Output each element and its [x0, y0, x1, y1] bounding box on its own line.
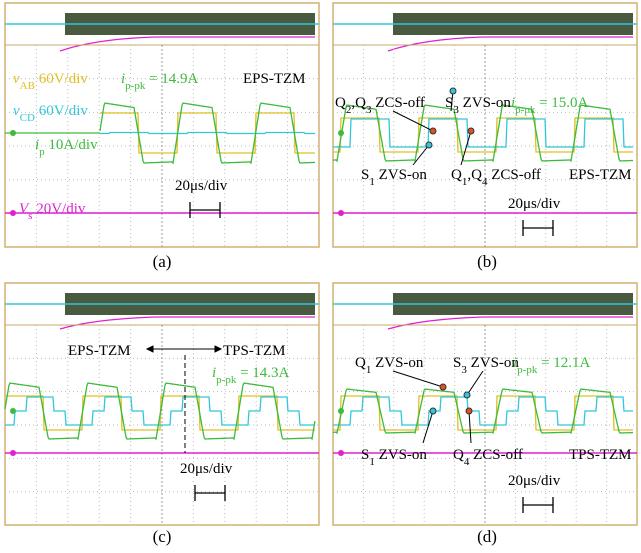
event-marker — [430, 128, 436, 134]
label-part: TPS-TZM — [569, 447, 632, 463]
caption: (b) — [477, 252, 497, 271]
annotation: 20μs/div — [180, 461, 233, 477]
label-part: ZVS-on — [467, 355, 520, 371]
label-part: p-pk — [515, 104, 536, 116]
label-part: 60V/div — [35, 71, 88, 87]
label-part: ,Q — [351, 95, 366, 111]
label-part: 20μs/div — [508, 473, 561, 489]
annotation: 20μs/div — [508, 196, 561, 212]
event-marker — [468, 128, 474, 134]
label-part: ZCS-off — [469, 447, 522, 463]
annotation: EPS-TZM — [243, 71, 306, 87]
marker — [338, 210, 344, 216]
label-part: CD — [20, 112, 35, 124]
event-marker — [426, 142, 432, 148]
label-part: 20μs/div — [175, 178, 228, 194]
marker — [338, 130, 344, 136]
label-part: ZCS-off — [487, 167, 540, 183]
label-part: Q — [355, 355, 366, 371]
label-part: EPS-TZM — [243, 71, 306, 87]
label-part: Q — [335, 95, 346, 111]
annotation: TPS-TZM — [223, 343, 286, 359]
label-part: Q — [451, 167, 462, 183]
label-part: Q — [453, 447, 464, 463]
label-part: = 12.1A — [537, 355, 590, 371]
label-part: ZCS-off — [371, 95, 424, 111]
label-part: = 14.3A — [236, 365, 289, 381]
caption: (c) — [153, 527, 172, 546]
label-part: ZVS-on — [375, 167, 428, 183]
label-part: ,Q — [467, 167, 482, 183]
caption: (a) — [153, 252, 172, 271]
scope-panel: EPS-TZMTPS-TZMip-pk = 14.3A20μs/div — [5, 283, 319, 525]
label-part: p-pk — [125, 80, 146, 92]
label-part: ZVS-on — [375, 447, 428, 463]
marker — [338, 450, 344, 456]
label-part: EPS-TZM — [569, 167, 632, 183]
label-part: EPS-TZM — [68, 343, 131, 359]
annotation: EPS-TZM — [68, 343, 131, 359]
annotation: EPS-TZM — [569, 167, 632, 183]
label-part: p-pk — [517, 364, 538, 376]
label-part: 60V/div — [35, 103, 88, 119]
event-marker — [450, 88, 456, 94]
event-marker — [466, 408, 472, 414]
event-marker — [430, 408, 436, 414]
label-part: 20μs/div — [180, 461, 233, 477]
label-part: p-pk — [216, 374, 237, 386]
label-part: ZVS-on — [459, 95, 512, 111]
marker — [10, 450, 16, 456]
label-part: AB — [20, 80, 35, 92]
label-part: 20V/div — [32, 201, 85, 217]
event-marker — [440, 384, 446, 390]
marker — [10, 130, 16, 136]
annotation: 20μs/div — [508, 473, 561, 489]
event-marker — [464, 392, 470, 398]
label-part: S — [361, 167, 369, 183]
label-part: = 14.9A — [145, 71, 198, 87]
label-part: = 15.0A — [535, 95, 588, 111]
annotation: 20μs/div — [175, 178, 228, 194]
marker — [10, 210, 16, 216]
label-part: S — [361, 447, 369, 463]
annotation: TPS-TZM — [569, 447, 632, 463]
caption: (d) — [477, 527, 497, 546]
label-part: 20μs/div — [508, 196, 561, 212]
marker — [338, 408, 344, 414]
label-part: 10A/div — [45, 137, 98, 153]
marker — [10, 408, 16, 414]
label-part: ZVS-on — [371, 355, 424, 371]
label-part: TPS-TZM — [223, 343, 286, 359]
label-part: S — [453, 355, 461, 371]
label-part: S — [445, 95, 453, 111]
figure: vAB 60V/divvCD 60V/divip 10A/divVs 20V/d… — [0, 0, 641, 553]
